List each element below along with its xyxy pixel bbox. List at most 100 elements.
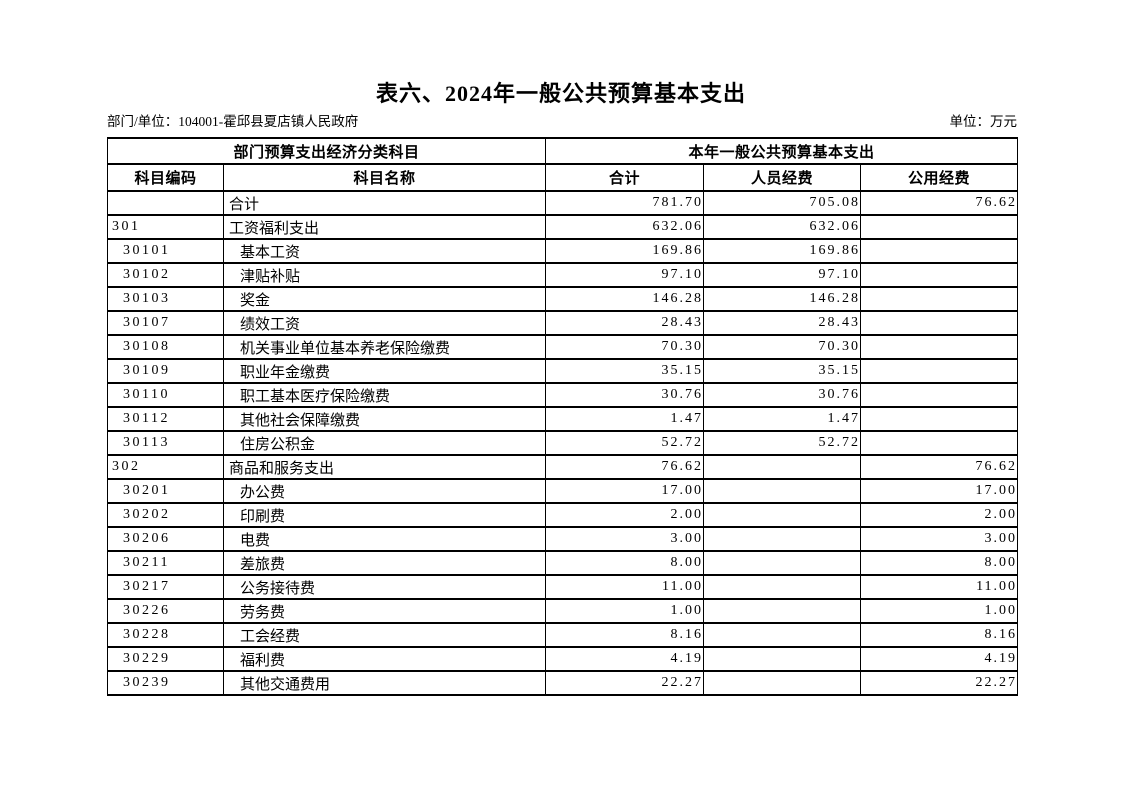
cell-public-funds (860, 238, 1019, 264)
cell-public-funds: 2.00 (860, 502, 1019, 528)
column-header-row: 科目编码 科目名称 合计 人员经费 公用经费 (107, 163, 1019, 192)
cell-personnel-funds: 1.47 (703, 406, 862, 432)
table-row: 30228 工会经费 8.16 8.16 (107, 622, 1019, 648)
cell-subject-name: 印刷费 (222, 502, 547, 528)
cell-personnel-funds: 52.72 (703, 430, 862, 456)
cell-subject-code: 30229 (107, 646, 224, 672)
cell-public-funds: 76.62 (860, 190, 1019, 216)
budget-table: 部门预算支出经济分类科目 本年一般公共预算基本支出 科目编码 科目名称 合计 人… (106, 137, 1019, 696)
cell-subject-code: 30206 (107, 526, 224, 552)
cell-total: 30.76 (545, 382, 705, 408)
cell-subject-name: 绩效工资 (222, 310, 547, 336)
cell-subject-code: 30103 (107, 286, 224, 312)
cell-public-funds (860, 358, 1019, 384)
budget-table-body: 合计 781.70 705.08 76.62 301 工资福利支出 632.06 632.06… (107, 190, 1019, 696)
cell-public-funds (860, 214, 1019, 240)
table-row: 30101 基本工资 169.86 169.86 (107, 238, 1019, 264)
cell-subject-code: 30201 (107, 478, 224, 504)
table-row: 30107 绩效工资 28.43 28.43 (107, 310, 1019, 336)
cell-subject-name: 办公费 (222, 478, 547, 504)
cell-personnel-funds (703, 478, 862, 504)
table-row: 30102 津贴补贴 97.10 97.10 (107, 262, 1019, 288)
cell-personnel-funds (703, 646, 862, 672)
table-row: 30211 差旅费 8.00 8.00 (107, 550, 1019, 576)
cell-public-funds (860, 286, 1019, 312)
cell-public-funds: 3.00 (860, 526, 1019, 552)
cell-personnel-funds (703, 598, 862, 624)
cell-subject-code: 30101 (107, 238, 224, 264)
table-row: 301 工资福利支出 632.06 632.06 (107, 214, 1019, 240)
cell-personnel-funds (703, 622, 862, 648)
table-row: 30110 职工基本医疗保险缴费 30.76 30.76 (107, 382, 1019, 408)
cell-subject-name: 福利费 (222, 646, 547, 672)
cell-personnel-funds: 146.28 (703, 286, 862, 312)
table-row: 合计 781.70 705.08 76.62 (107, 190, 1019, 216)
table-row: 30108 机关事业单位基本养老保险缴费 70.30 70.30 (107, 334, 1019, 360)
cell-total: 169.86 (545, 238, 705, 264)
cell-public-funds (860, 430, 1019, 456)
cell-total: 76.62 (545, 454, 705, 480)
cell-subject-name: 合计 (222, 190, 547, 216)
cell-public-funds (860, 382, 1019, 408)
cell-subject-code: 30102 (107, 262, 224, 288)
cell-total: 781.70 (545, 190, 705, 216)
cell-subject-code: 30110 (107, 382, 224, 408)
cell-public-funds: 11.00 (860, 574, 1019, 600)
cell-subject-code: 30239 (107, 670, 224, 696)
column-header-name: 科目名称 (222, 163, 547, 192)
table-row: 30112 其他社会保障缴费 1.47 1.47 (107, 406, 1019, 432)
cell-total: 4.19 (545, 646, 705, 672)
cell-subject-code: 30113 (107, 430, 224, 456)
cell-subject-code: 301 (107, 214, 224, 240)
column-header-personnel: 人员经费 (703, 163, 862, 192)
cell-subject-code: 30109 (107, 358, 224, 384)
group-header-basic-expenditure: 本年一般公共预算基本支出 (545, 137, 1019, 165)
page-title: 表六、2024年一般公共预算基本支出 (375, 81, 746, 106)
cell-total: 3.00 (545, 526, 705, 552)
cell-personnel-funds: 70.30 (703, 334, 862, 360)
cell-personnel-funds (703, 574, 862, 600)
cell-public-funds: 76.62 (860, 454, 1019, 480)
cell-subject-name: 电费 (222, 526, 547, 552)
cell-public-funds (860, 334, 1019, 360)
cell-total: 97.10 (545, 262, 705, 288)
cell-subject-code: 30228 (107, 622, 224, 648)
table-row: 30109 职业年金缴费 35.15 35.15 (107, 358, 1019, 384)
cell-subject-code: 30226 (107, 598, 224, 624)
table-row: 302 商品和服务支出 76.62 76.62 (107, 454, 1019, 480)
cell-total: 8.16 (545, 622, 705, 648)
cell-public-funds (860, 310, 1019, 336)
cell-personnel-funds: 35.15 (703, 358, 862, 384)
cell-personnel-funds (703, 550, 862, 576)
cell-total: 70.30 (545, 334, 705, 360)
budget-table-header: 部门预算支出经济分类科目 本年一般公共预算基本支出 科目编码 科目名称 合计 人… (106, 137, 1019, 192)
cell-personnel-funds: 97.10 (703, 262, 862, 288)
cell-total: 35.15 (545, 358, 705, 384)
cell-subject-name: 职工基本医疗保险缴费 (222, 382, 547, 408)
column-header-total: 合计 (545, 163, 705, 192)
group-header-row: 部门预算支出经济分类科目 本年一般公共预算基本支出 (106, 137, 1019, 165)
cell-subject-code: 30112 (107, 406, 224, 432)
cell-subject-name: 差旅费 (222, 550, 547, 576)
cell-personnel-funds (703, 670, 862, 696)
cell-public-funds (860, 262, 1019, 288)
cell-total: 1.00 (545, 598, 705, 624)
group-header-classification: 部门预算支出经济分类科目 (106, 137, 547, 165)
cell-subject-name: 工会经费 (222, 622, 547, 648)
cell-public-funds: 17.00 (860, 478, 1019, 504)
table-row: 30229 福利费 4.19 4.19 (107, 646, 1019, 672)
table-row: 30201 办公费 17.00 17.00 (107, 478, 1019, 504)
cell-total: 632.06 (545, 214, 705, 240)
table-row: 30113 住房公积金 52.72 52.72 (107, 430, 1019, 456)
table-row: 30226 劳务费 1.00 1.00 (107, 598, 1019, 624)
cell-public-funds: 22.27 (860, 670, 1019, 696)
table-row: 30239 其他交通费用 22.27 22.27 (107, 670, 1019, 696)
cell-total: 2.00 (545, 502, 705, 528)
cell-subject-code (107, 190, 224, 216)
cell-total: 146.28 (545, 286, 705, 312)
cell-subject-name: 机关事业单位基本养老保险缴费 (222, 334, 547, 360)
table-row: 30103 奖金 146.28 146.28 (107, 286, 1019, 312)
cell-subject-name: 公务接待费 (222, 574, 547, 600)
table-row: 30206 电费 3.00 3.00 (107, 526, 1019, 552)
